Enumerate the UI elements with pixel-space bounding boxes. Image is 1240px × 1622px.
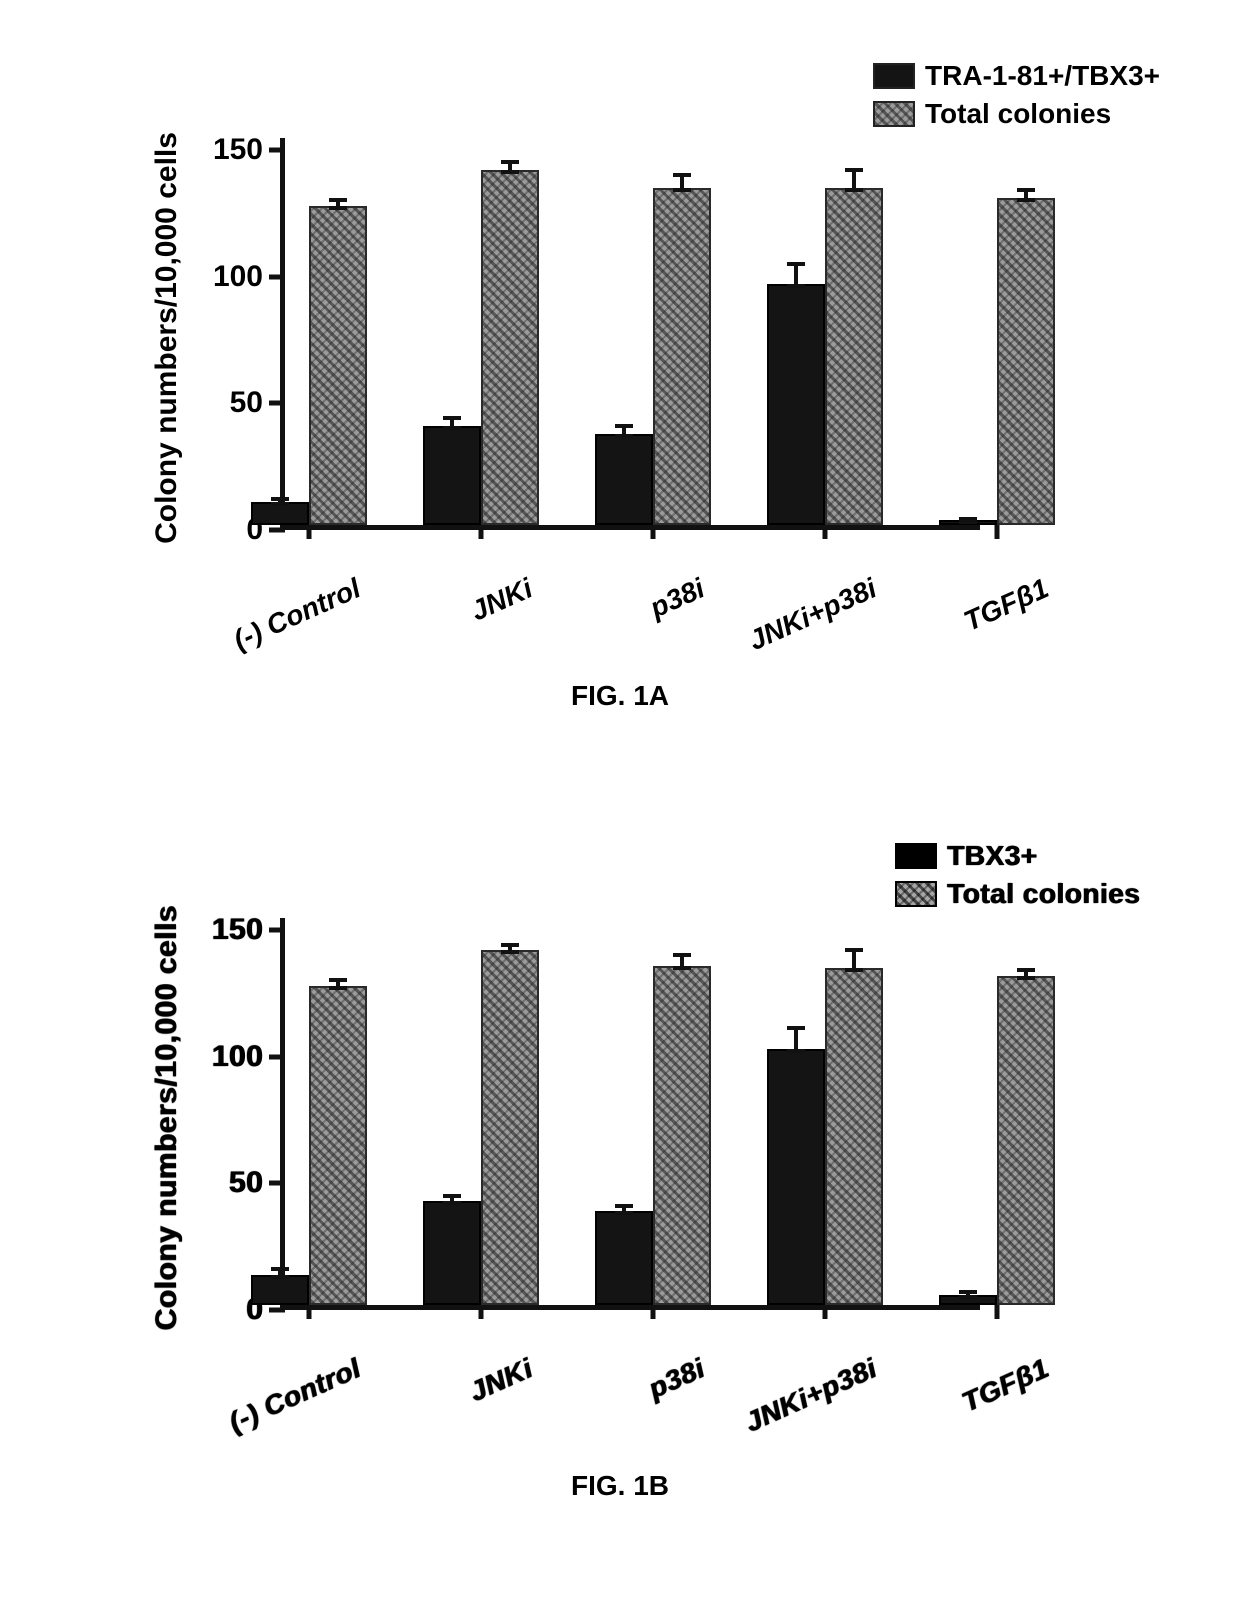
bar-group bbox=[595, 188, 711, 525]
x-category-label: JNKi+p38i bbox=[739, 1352, 881, 1438]
error-bar bbox=[508, 162, 512, 172]
legend-label: Total colonies bbox=[947, 878, 1140, 910]
x-axis-tick bbox=[994, 525, 999, 539]
error-bar bbox=[508, 945, 512, 953]
bar-series1 bbox=[251, 502, 309, 525]
legend-swatch-tex bbox=[895, 881, 937, 907]
bar-series1 bbox=[423, 1201, 481, 1305]
bar-group bbox=[767, 968, 883, 1305]
figure-caption-a: FIG. 1A bbox=[80, 680, 1160, 712]
bar-series2 bbox=[997, 976, 1055, 1305]
y-axis-cap bbox=[280, 918, 285, 930]
error-bar bbox=[336, 980, 340, 988]
figure-caption-b: FIG. 1B bbox=[80, 1470, 1160, 1502]
legend-label: TBX3+ bbox=[947, 840, 1037, 872]
bar-series2 bbox=[481, 170, 539, 525]
x-category-label: p38i bbox=[645, 572, 709, 624]
x-axis-tick bbox=[306, 525, 311, 539]
bar-series2 bbox=[653, 188, 711, 525]
legend-label: TRA-1-81+/TBX3+ bbox=[925, 60, 1160, 92]
bar-group bbox=[423, 170, 539, 525]
x-axis-tick bbox=[650, 1305, 655, 1319]
error-bar bbox=[852, 950, 856, 970]
chart-b: Colony numbers/10,000 cells 050100150(-)… bbox=[280, 930, 980, 1310]
x-category-label: JNKi bbox=[466, 572, 537, 627]
legend-swatch-dark bbox=[873, 63, 915, 89]
y-axis-title: Colony numbers/10,000 cells bbox=[150, 905, 184, 1330]
bar-group bbox=[939, 198, 1055, 525]
bar-group bbox=[251, 206, 367, 525]
x-category-label: TGFβ1 bbox=[956, 1352, 1053, 1418]
x-axis-tick bbox=[822, 1305, 827, 1319]
x-category-label: p38i bbox=[643, 1352, 709, 1405]
error-bar bbox=[794, 1028, 798, 1051]
error-bar bbox=[680, 955, 684, 968]
x-axis-tick bbox=[650, 525, 655, 539]
x-category-label: JNKi+p38i bbox=[744, 572, 881, 657]
bar-group bbox=[251, 986, 367, 1305]
bar-series1 bbox=[939, 1295, 997, 1305]
y-axis-cap bbox=[280, 138, 285, 150]
bar-series2 bbox=[825, 188, 883, 525]
error-bar bbox=[1024, 970, 1028, 978]
legend-swatch-dark bbox=[895, 843, 937, 869]
legend-a: TRA-1-81+/TBX3+ Total colonies bbox=[873, 60, 1160, 130]
error-bar bbox=[680, 175, 684, 190]
legend-row-a1: TRA-1-81+/TBX3+ bbox=[873, 60, 1160, 92]
error-bar bbox=[852, 170, 856, 190]
x-axis-tick bbox=[994, 1305, 999, 1319]
bar-series1 bbox=[251, 1275, 309, 1305]
error-bar bbox=[622, 1206, 626, 1214]
error-bar bbox=[966, 519, 970, 522]
legend-swatch-tex bbox=[873, 101, 915, 127]
page-root: TRA-1-81+/TBX3+ Total colonies Colony nu… bbox=[0, 0, 1240, 1622]
x-category-label: TGFβ1 bbox=[959, 572, 1053, 637]
y-axis-title: Colony numbers/10,000 cells bbox=[150, 132, 184, 544]
x-category-label: JNKi bbox=[464, 1352, 537, 1408]
error-bar bbox=[336, 200, 340, 208]
error-bar bbox=[1024, 190, 1028, 200]
bar-series2 bbox=[653, 966, 711, 1305]
bar-group bbox=[939, 976, 1055, 1305]
bar-series1 bbox=[767, 284, 825, 525]
x-category-label: (-) Control bbox=[228, 572, 365, 656]
y-axis-tick-label: 150 bbox=[211, 913, 263, 947]
chart-a: Colony numbers/10,000 cells 050100150(-)… bbox=[280, 150, 980, 530]
legend-row-a2: Total colonies bbox=[873, 98, 1160, 130]
x-axis-tick bbox=[822, 525, 827, 539]
bar-series2 bbox=[309, 206, 367, 525]
legend-label: Total colonies bbox=[925, 98, 1111, 130]
panel-fig-1b: TBX3+ Total colonies Colony numbers/10,0… bbox=[80, 830, 1160, 1550]
error-bar bbox=[966, 1292, 970, 1297]
y-axis-tick bbox=[269, 1308, 285, 1313]
x-axis-tick bbox=[478, 1305, 483, 1319]
y-axis-tick-label: 150 bbox=[213, 133, 263, 167]
bar-series1 bbox=[595, 1211, 653, 1305]
bar-group bbox=[423, 950, 539, 1305]
x-category-label: (-) Control bbox=[223, 1352, 365, 1439]
bar-series1 bbox=[939, 520, 997, 525]
x-axis-tick bbox=[478, 525, 483, 539]
bar-series2 bbox=[825, 968, 883, 1305]
bar-group bbox=[595, 966, 711, 1305]
legend-row-b1: TBX3+ bbox=[895, 840, 1140, 872]
error-bar bbox=[450, 418, 454, 428]
panel-fig-1a: TRA-1-81+/TBX3+ Total colonies Colony nu… bbox=[80, 60, 1160, 760]
error-bar bbox=[450, 1196, 454, 1204]
x-axis-tick bbox=[306, 1305, 311, 1319]
bar-series2 bbox=[309, 986, 367, 1305]
bar-series1 bbox=[595, 434, 653, 525]
error-bar bbox=[622, 426, 626, 436]
y-axis-tick bbox=[269, 528, 285, 533]
legend-b: TBX3+ Total colonies bbox=[895, 840, 1140, 910]
error-bar bbox=[794, 264, 798, 287]
error-bar bbox=[278, 499, 282, 504]
bar-series1 bbox=[423, 426, 481, 525]
bar-series1 bbox=[767, 1049, 825, 1305]
bar-series2 bbox=[997, 198, 1055, 525]
legend-row-b2: Total colonies bbox=[895, 878, 1140, 910]
bar-series2 bbox=[481, 950, 539, 1305]
error-bar bbox=[278, 1269, 282, 1277]
bar-group bbox=[767, 188, 883, 525]
